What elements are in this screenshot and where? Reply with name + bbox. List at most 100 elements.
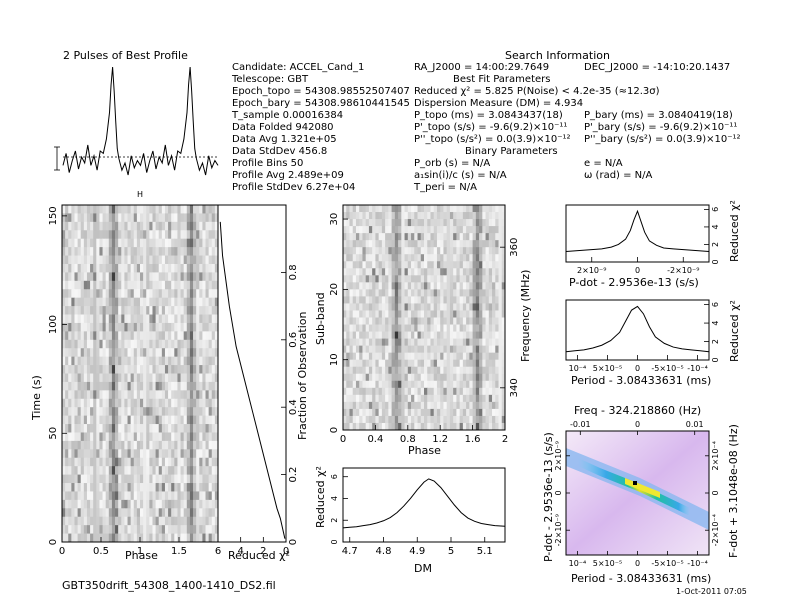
subband-phase-cell: [446, 282, 451, 290]
subband-phase-cell: [378, 331, 383, 339]
subband-phase-cell: [394, 359, 399, 368]
time-phase-cell: [146, 263, 150, 273]
subband-phase-cell: [417, 254, 422, 262]
subband-phase-cell: [424, 359, 428, 368]
time-phase-cell: [193, 297, 197, 307]
time-phase-cell: [96, 440, 100, 450]
time-phase-cell: [96, 247, 100, 256]
time-phase-cell: [93, 516, 97, 526]
subband-phase-cell: [501, 338, 506, 347]
time-phase-cell: [108, 407, 113, 417]
time-phase-cell: [183, 449, 188, 459]
time-phase-cell: [133, 255, 138, 265]
time-phase-cell: [80, 272, 85, 282]
time-phase-cell: [62, 415, 66, 425]
time-phase-cell: [214, 238, 219, 248]
time-phase-cell: [124, 221, 128, 231]
time-phase-cell: [124, 348, 128, 358]
subband-phase-cell: [456, 289, 461, 297]
time-phase-cell: [93, 440, 97, 450]
time-phase-cell: [62, 230, 66, 240]
subband-phase-cell: [391, 268, 396, 276]
subband-phase-cell: [495, 352, 499, 361]
subband-phase-cell: [424, 310, 428, 318]
time-phase-cell: [71, 499, 75, 509]
time-phase-cell: [146, 247, 150, 256]
time-phase-cell: [68, 247, 72, 256]
time-phase-cell: [102, 407, 107, 417]
time-phase-cell: [108, 322, 113, 332]
time-phase-cell: [102, 272, 107, 282]
time-phase-cell: [208, 289, 213, 299]
time-phase-cell: [186, 457, 191, 467]
subband-phase-cell: [488, 205, 493, 213]
subband-phase-cell: [346, 422, 350, 431]
time-phase-cell: [86, 348, 91, 358]
time-phase-cell: [143, 314, 147, 324]
subband-phase-cell: [417, 261, 422, 269]
p-orb: P_orb (s) = N/A: [414, 158, 490, 169]
time-phase-cell: [196, 449, 200, 459]
time-phase-cell: [124, 339, 128, 349]
time-phase-cell: [149, 255, 153, 265]
time-phase-cell: [121, 415, 125, 425]
subband-phase-cell: [436, 247, 441, 255]
time-phase-cell: [105, 205, 110, 214]
time-phase-cell: [65, 424, 69, 433]
time-phase-cell: [146, 289, 150, 299]
time-phase-cell: [121, 221, 125, 231]
subband-phase-cell: [466, 422, 470, 431]
asini: a₁sin(i)/c (s) = N/A: [414, 170, 507, 181]
subband-phase-cell: [498, 219, 503, 227]
time-phase-cell: [177, 331, 181, 341]
time-phase-cell: [149, 483, 153, 492]
time-phase-cell: [164, 424, 169, 433]
time-phase-cell: [146, 474, 150, 484]
time-phase-cell: [193, 499, 197, 509]
subband-phase-cell: [375, 282, 380, 290]
time-phase-cell: [149, 424, 153, 433]
time-phase-cell: [164, 339, 169, 349]
subband-phase-cell: [440, 380, 444, 389]
time-phase-cell: [77, 280, 82, 290]
subband-phase-cell: [355, 254, 360, 262]
subband-phase-cell: [430, 373, 435, 382]
subband-phase-cell: [381, 261, 386, 269]
time-phase-cell: [149, 508, 153, 518]
subband-phase-cell: [485, 275, 490, 283]
time-phase-cell: [86, 263, 91, 273]
subband-phase-cell: [482, 324, 486, 332]
time-phase-cell: [68, 314, 72, 324]
time-phase-cell: [111, 213, 116, 223]
subband-phase-cell: [414, 310, 418, 318]
subband-phase-cell: [469, 303, 473, 311]
time-phase-cell: [80, 322, 85, 332]
time-phase-cell: [186, 289, 191, 299]
time-phase-cell: [171, 365, 175, 374]
time-phase-cell: [90, 297, 94, 307]
subband-phase-cell: [404, 352, 409, 361]
subband-phase-cell: [488, 226, 493, 234]
subband-phase-cell: [492, 261, 496, 269]
subband-phase-cell: [368, 303, 373, 311]
time-phase-cell: [121, 272, 125, 282]
time-phase-cell: [143, 230, 147, 240]
subband-phase-cell: [469, 261, 473, 269]
time-phase-cell: [136, 415, 141, 425]
subband-phase-cell: [449, 261, 454, 269]
subband-phase-cell: [349, 247, 354, 255]
time-phase-cell: [86, 499, 91, 509]
time-phase-cell: [102, 221, 107, 231]
time-phase-cell: [121, 432, 125, 442]
time-phase-cell: [214, 205, 219, 214]
subband-phase-cell: [352, 324, 357, 332]
subband-phase-cell: [365, 268, 370, 276]
time-phase-cell: [71, 424, 75, 433]
time-phase-cell: [140, 525, 144, 534]
subband-phase-cell: [466, 261, 470, 269]
time-phase-cell: [102, 373, 107, 383]
subband-phase-cell: [414, 359, 418, 368]
subband-phase-cell: [368, 226, 373, 234]
subband-phase-cell: [352, 373, 357, 382]
subband-phase-cell: [433, 205, 438, 213]
